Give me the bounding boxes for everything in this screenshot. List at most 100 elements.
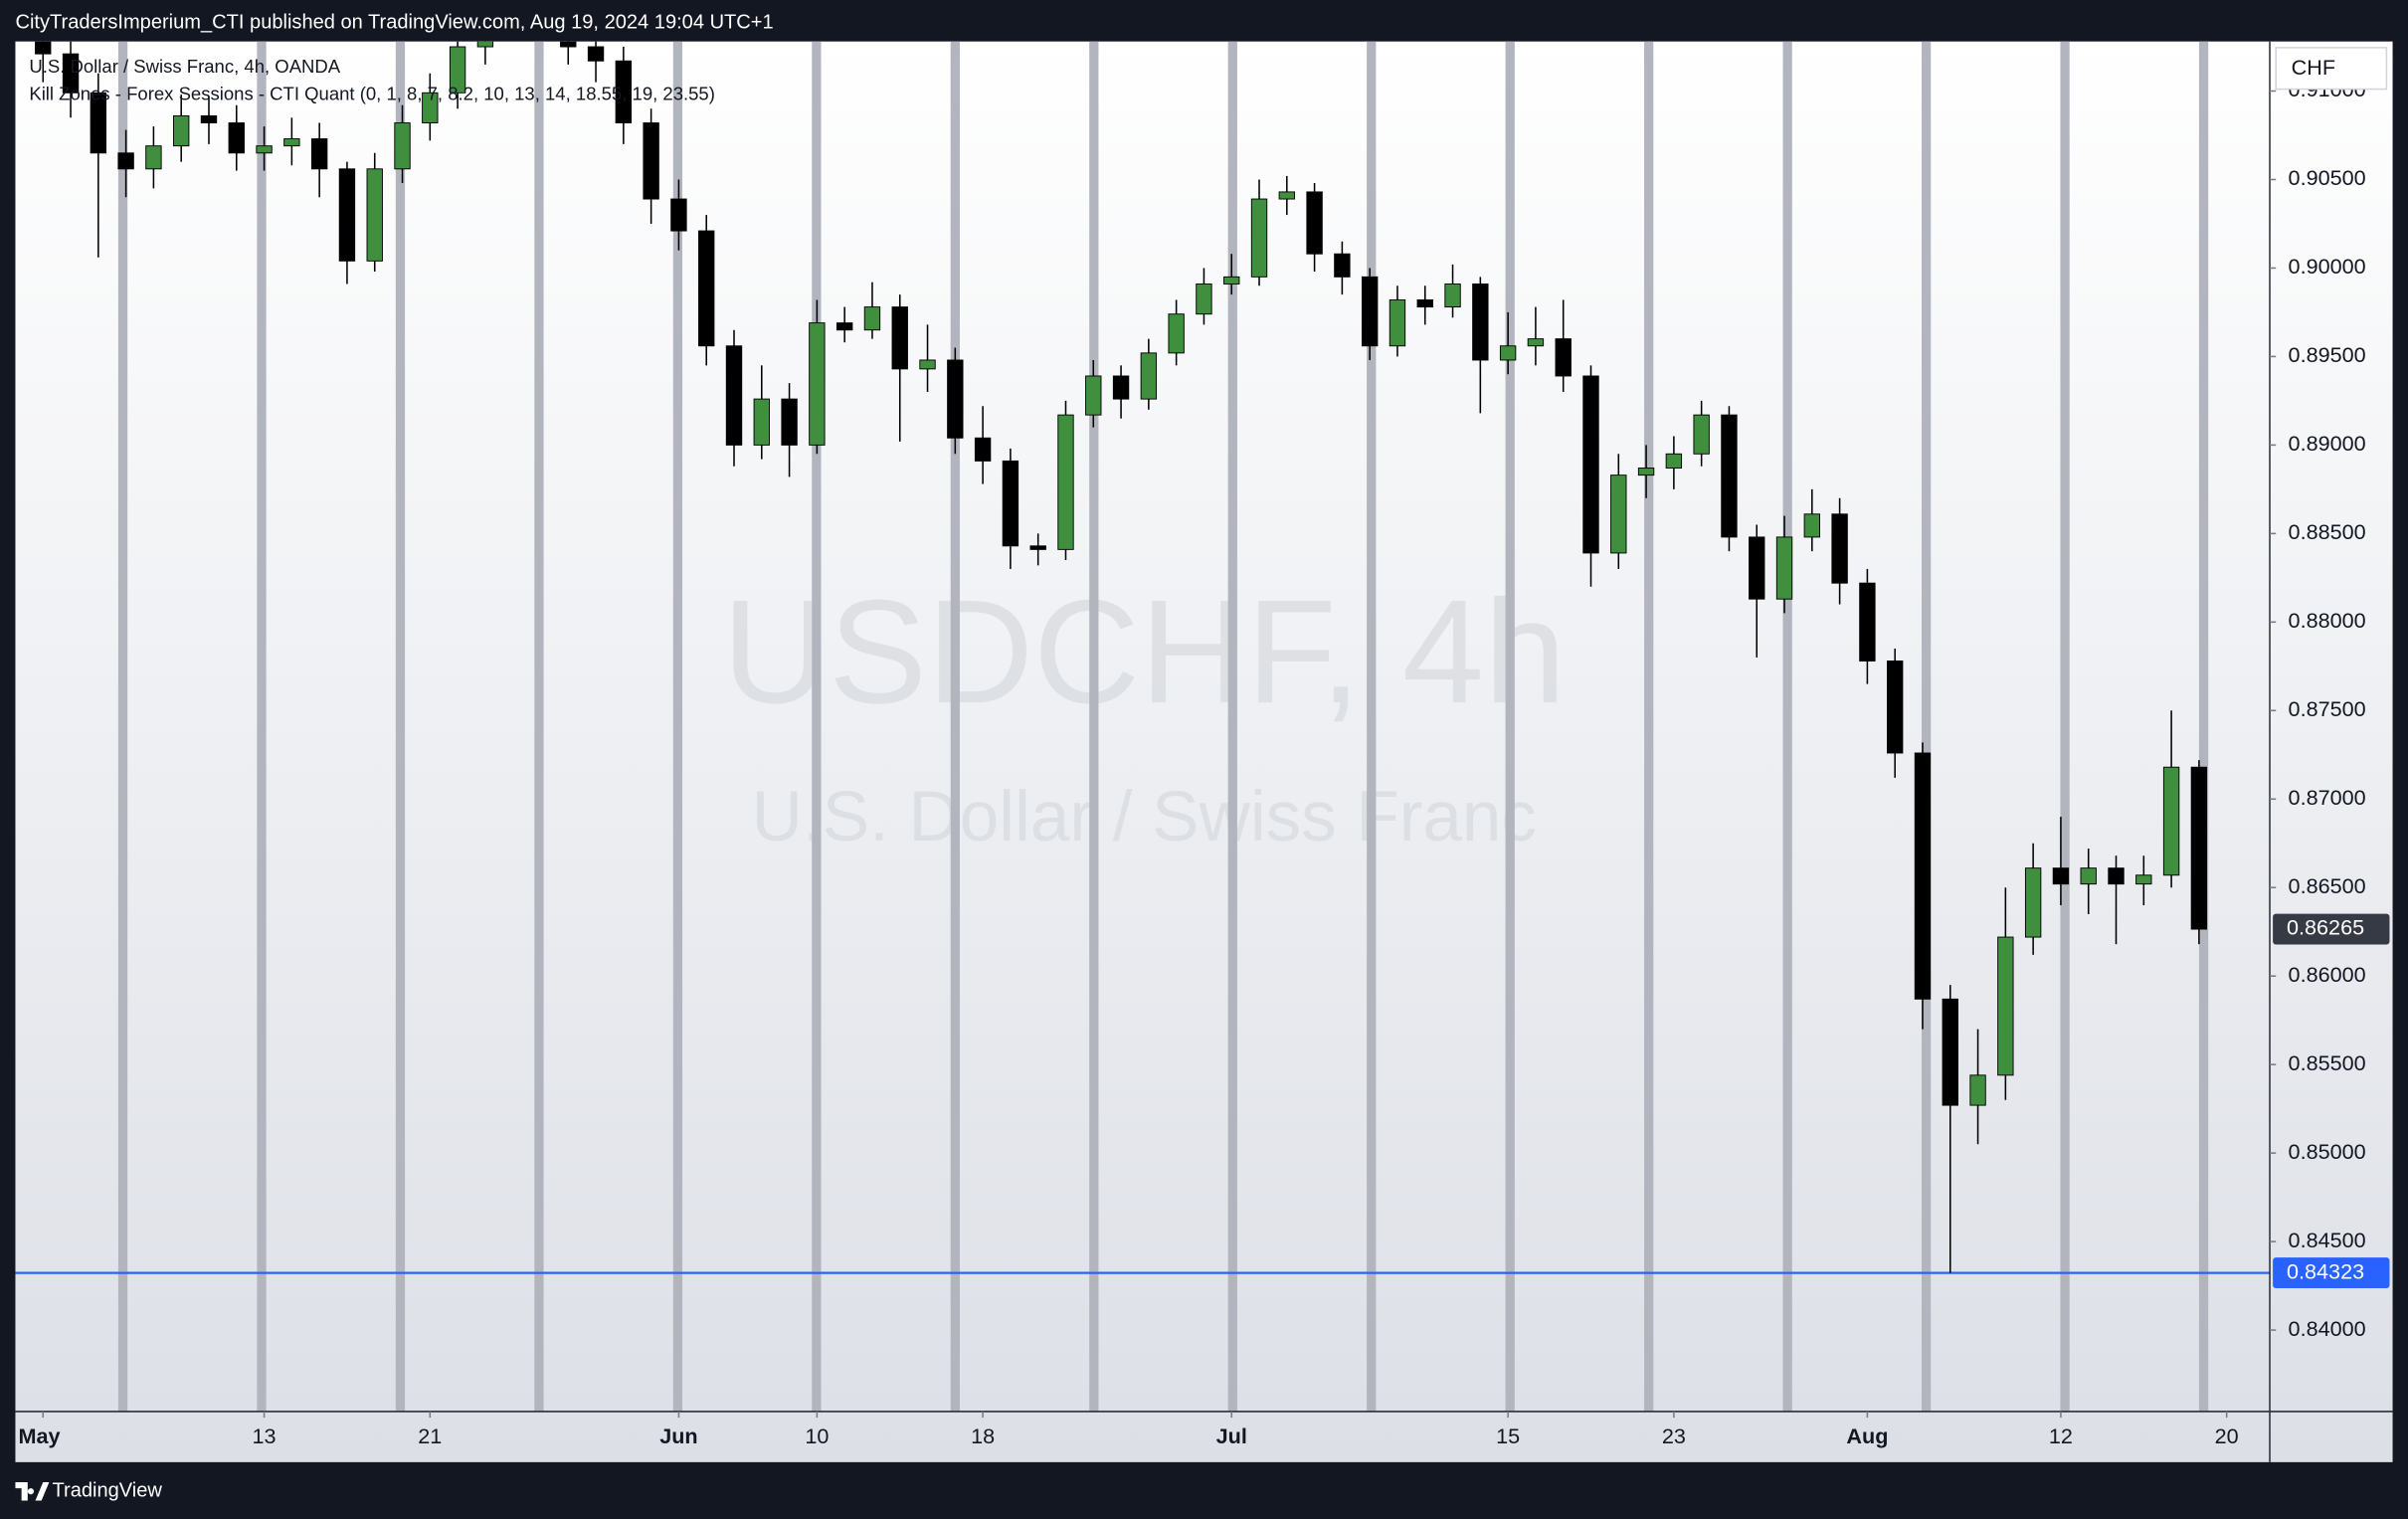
session-band — [1921, 41, 1932, 1412]
candle-body — [974, 437, 992, 462]
candle-body — [1196, 283, 1212, 315]
candle-body — [1610, 475, 1627, 554]
x-tick-label: 15 — [1496, 1424, 1520, 1448]
x-tick-label: 21 — [418, 1424, 442, 1448]
candle-body — [1555, 338, 1572, 377]
candle-body — [698, 230, 715, 347]
candle-body — [1444, 283, 1461, 308]
x-tick-label: 20 — [2215, 1424, 2239, 1448]
x-tick-label: 12 — [2049, 1424, 2073, 1448]
currency-box — [2275, 47, 2388, 91]
x-tick-label: 18 — [971, 1424, 995, 1448]
candle-body — [1085, 375, 1102, 416]
candle-body — [2135, 874, 2152, 885]
candle-body — [310, 138, 328, 170]
session-band — [812, 41, 822, 1412]
candle-body — [1665, 453, 1683, 469]
candle-body — [1914, 752, 1932, 1000]
candle-body — [2190, 766, 2208, 930]
x-tick-label: Jul — [1216, 1424, 1247, 1448]
candle-body — [1112, 375, 1130, 400]
candle-body — [835, 322, 853, 331]
candle-body — [1389, 299, 1406, 347]
session-band — [2198, 41, 2209, 1412]
y-tick-label: 0.89000 — [2289, 431, 2366, 456]
candle-body — [1721, 414, 1738, 538]
candle-body — [2108, 867, 2125, 885]
hline-label: 0.84323 — [2287, 1258, 2364, 1283]
x-tick-label: Jun — [659, 1424, 697, 1448]
candle-body — [891, 306, 908, 370]
candle-body — [117, 152, 134, 170]
session-band — [1505, 41, 1515, 1412]
candle-body — [422, 92, 439, 124]
candle-body — [947, 359, 964, 439]
candle-body — [1887, 661, 1904, 754]
candle-body — [449, 46, 466, 94]
candle-body — [1002, 460, 1019, 547]
candle-body — [90, 92, 107, 154]
chart-title: U.S. Dollar / Swiss Franc, 4h, OANDA — [29, 56, 340, 77]
y-tick-label: 0.86000 — [2289, 962, 2366, 987]
candle-body — [1223, 276, 1240, 285]
candle-body — [1278, 191, 1295, 200]
candle-body — [2162, 766, 2180, 876]
session-band — [1782, 41, 1792, 1412]
y-tick-label: 0.84500 — [2289, 1228, 2366, 1252]
session-band — [1367, 41, 1377, 1412]
hline-label-box — [2273, 1257, 2390, 1289]
y-tick-label: 0.85500 — [2289, 1050, 2366, 1075]
candle-body — [1637, 468, 1655, 476]
indicator-legend: Kill Zones - Forex Sessions - CTI Quant … — [29, 84, 715, 104]
candle-body — [1997, 936, 2014, 1076]
y-tick-label: 0.88500 — [2289, 519, 2366, 544]
y-tick-label: 0.87000 — [2289, 785, 2366, 810]
candle-body — [1306, 191, 1323, 255]
currency: CHF — [2292, 55, 2335, 80]
candle-body — [62, 53, 80, 94]
candle-body — [2024, 867, 2042, 938]
candle-body — [1361, 276, 1379, 347]
candle-body — [1168, 313, 1185, 354]
candle-body — [256, 145, 273, 154]
candle-body — [1859, 582, 1876, 662]
x-tick-label: 23 — [1662, 1424, 1686, 1448]
y-tick-label: 0.89500 — [2289, 342, 2366, 367]
footer-logo — [15, 1481, 50, 1501]
session-band — [2060, 41, 2070, 1412]
candle-body — [200, 114, 218, 124]
candle-body — [587, 46, 605, 62]
y-tick-label: 0.90000 — [2289, 254, 2366, 279]
candle-body — [809, 322, 826, 446]
candle-body — [2052, 867, 2070, 885]
candle-body — [2080, 867, 2097, 885]
candle-body — [1334, 253, 1351, 278]
session-band — [672, 41, 683, 1412]
candle-body — [1749, 536, 1765, 600]
candle-body — [394, 122, 411, 170]
candle-body — [1527, 338, 1545, 347]
x-tick-label: 10 — [805, 1424, 829, 1448]
candle-body — [1250, 198, 1268, 278]
candle-body — [1969, 1074, 1986, 1106]
y-tick-label: 0.90500 — [2289, 165, 2366, 190]
axes: 0.84000 0.84500 0.85000 0.85500 0.86000 0.865… — [19, 77, 2390, 1448]
y-tick-label: 0.88000 — [2289, 608, 2366, 633]
candle-body — [35, 41, 52, 55]
candle-body — [753, 398, 770, 446]
session-band — [950, 41, 960, 1412]
candle-body — [1803, 513, 1821, 538]
candle-body — [1942, 998, 1958, 1106]
candle-body — [1499, 345, 1517, 361]
session-band — [1227, 41, 1237, 1412]
candle-body — [1057, 414, 1074, 550]
publish-header: CityTradersImperium_CTI published on Tra… — [15, 11, 773, 33]
candle-body — [643, 122, 659, 200]
y-tick-label: 0.87500 — [2289, 696, 2366, 721]
candle-body — [1140, 352, 1158, 400]
candle-body — [560, 41, 577, 48]
session-band — [117, 41, 128, 1412]
y-tick-label: 0.85000 — [2289, 1139, 2366, 1164]
